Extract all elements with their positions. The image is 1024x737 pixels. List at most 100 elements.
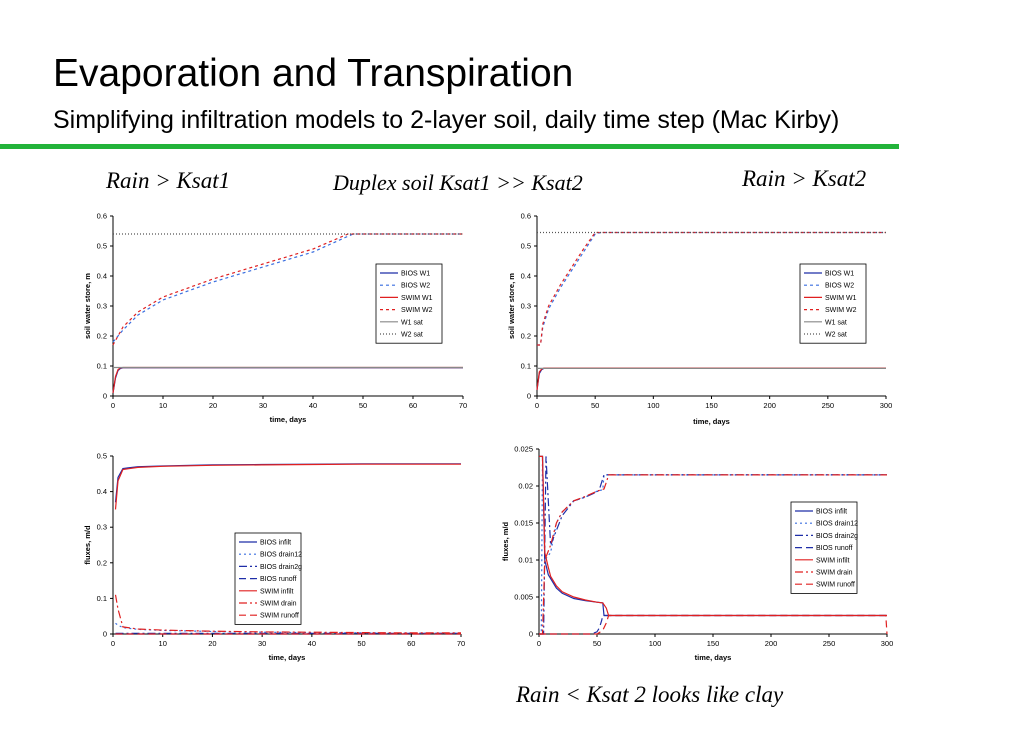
x-tick-label: 50 <box>359 401 367 410</box>
x-tick-label: 200 <box>763 401 776 410</box>
y-tick-label: 0.3 <box>521 302 531 311</box>
legend-label: BIOS W2 <box>401 283 430 290</box>
x-tick-label: 200 <box>765 639 778 648</box>
caption-left: Rain > Ksat1 <box>106 168 231 193</box>
series-line-bios-w1 <box>112 367 463 394</box>
legend-label: SWIM drain <box>816 570 853 577</box>
y-tick-label: 0.6 <box>521 212 531 221</box>
series-line-bios-drain2g <box>539 456 887 635</box>
y-tick-label: 0.1 <box>521 362 531 371</box>
x-tick-label: 60 <box>407 639 415 648</box>
y-tick-label: 0.6 <box>97 212 107 221</box>
y-tick-label: 0.4 <box>521 272 531 281</box>
legend-label: BIOS W1 <box>401 271 430 278</box>
x-tick-label: 0 <box>535 401 539 410</box>
chart-1: 0 0.1 0.2 0.3 0.4 0.5 0.6 0 10 20 30 40 50 60 70 time, … <box>83 212 467 425</box>
x-tick-label: 70 <box>459 401 467 410</box>
legend-label: W1 sat <box>825 319 847 326</box>
legend-label: SWIM runoff <box>260 613 299 620</box>
legend-label: SWIM W1 <box>825 295 857 302</box>
series-line-bios-infilt <box>114 463 461 503</box>
y-tick-label: 0.2 <box>521 332 531 341</box>
legend-label: BIOS infilt <box>816 509 847 516</box>
y-tick-label: 0.5 <box>97 242 107 251</box>
legend-label: BIOS drain12 <box>816 521 858 528</box>
legend-label: BIOS drain2g <box>816 533 858 540</box>
x-axis-label: time, days <box>270 415 307 424</box>
chart-3: 0 0.1 0.2 0.3 0.4 0.5 0 10 20 30 40 50 60 70 time, day… <box>83 452 465 663</box>
caption-right: Rain > Ksat2 <box>742 166 867 191</box>
legend-label: SWIM drain <box>260 601 297 608</box>
x-tick-label: 40 <box>308 639 316 648</box>
x-tick-label: 40 <box>309 401 317 410</box>
y-axis-label: fluxes, m/d <box>83 525 92 565</box>
y-tick-label: 0.2 <box>97 558 107 567</box>
series-line-swim-drain <box>539 474 887 635</box>
y-tick-label: 0 <box>527 392 531 401</box>
caption-bottom: Rain < Ksat 2 looks like clay <box>516 682 784 707</box>
legend-label: W2 sat <box>401 332 423 339</box>
x-tick-label: 30 <box>259 401 267 410</box>
legend-label: SWIM infilt <box>816 557 850 564</box>
y-tick-label: 0.3 <box>97 302 107 311</box>
x-tick-label: 20 <box>208 639 216 648</box>
legend-label: BIOS drain2g <box>260 564 302 571</box>
legend: BIOS W1 BIOS W2 SWIM W1 SWIM W2 W1 sat W2 sat <box>799 263 867 344</box>
series-line-bios-runoff <box>539 614 887 635</box>
title-divider <box>0 144 899 149</box>
legend-label: SWIM W1 <box>401 295 433 302</box>
legend-label: BIOS infilt <box>260 540 291 547</box>
chart-2: 0 0.1 0.2 0.3 0.4 0.5 0.6 0 50 100 150 200 250 300 tim… <box>507 212 892 427</box>
legend-label: SWIM runoff <box>816 582 855 589</box>
y-tick-label: 0 <box>529 630 533 639</box>
chart-4: 0 0.005 0.01 0.015 0.02 0.025 0 50 100 150 200 250 3… <box>501 445 893 663</box>
x-tick-label: 10 <box>159 401 167 410</box>
y-tick-label: 0.5 <box>97 452 107 461</box>
x-tick-label: 60 <box>409 401 417 410</box>
y-axis-label: soil water store, m <box>83 273 92 339</box>
y-tick-label: 0.015 <box>514 519 533 528</box>
x-axis-label: time, days <box>693 417 730 426</box>
x-tick-label: 50 <box>357 639 365 648</box>
legend-box <box>375 263 443 344</box>
x-tick-label: 0 <box>111 639 115 648</box>
legend-label: BIOS drain12 <box>260 552 302 559</box>
legend: BIOS infilt BIOS drain12 BIOS drain2g BIOS … <box>234 532 302 625</box>
x-tick-label: 50 <box>593 639 601 648</box>
legend-label: BIOS runoff <box>260 576 297 583</box>
y-tick-label: 0.005 <box>514 593 533 602</box>
x-tick-label: 100 <box>649 639 662 648</box>
x-tick-label: 250 <box>822 401 835 410</box>
x-tick-label: 50 <box>591 401 599 410</box>
legend: BIOS infilt BIOS drain12 BIOS drain2g BIOS … <box>790 501 858 594</box>
y-tick-label: 0.2 <box>97 332 107 341</box>
series-line-bios-w1 <box>536 367 886 391</box>
legend-box <box>799 263 867 344</box>
y-axis-label: soil water store, m <box>507 273 516 339</box>
y-tick-label: 0.5 <box>521 242 531 251</box>
series-line-bios-drain12 <box>115 622 461 634</box>
x-tick-label: 10 <box>159 639 167 648</box>
x-tick-label: 250 <box>823 639 836 648</box>
series-line-bios-w2 <box>112 233 463 343</box>
x-tick-label: 0 <box>537 639 541 648</box>
legend-label: SWIM W2 <box>825 307 857 314</box>
y-tick-label: 0 <box>103 392 107 401</box>
legend-label: BIOS W1 <box>825 271 854 278</box>
x-axis-label: time, days <box>269 653 306 662</box>
caption-center: Duplex soil Ksat1 >> Ksat2 <box>333 170 583 195</box>
series-line-swim-infilt <box>114 463 461 510</box>
legend-label: SWIM W2 <box>401 307 433 314</box>
y-tick-label: 0.1 <box>97 594 107 603</box>
y-tick-label: 0.3 <box>97 523 107 532</box>
legend-label: BIOS runoff <box>816 545 853 552</box>
y-tick-label: 0.1 <box>97 362 107 371</box>
legend: BIOS W1 BIOS W2 SWIM W1 SWIM W2 W1 sat W2 sat <box>375 263 443 344</box>
x-tick-label: 20 <box>209 401 217 410</box>
slide-subtitle: Simplifying infiltration models to 2-lay… <box>53 106 840 134</box>
x-tick-label: 150 <box>707 639 720 648</box>
legend-label: W1 sat <box>401 319 423 326</box>
y-tick-label: 0.4 <box>97 272 107 281</box>
series-line-swim-w1 <box>112 366 463 394</box>
